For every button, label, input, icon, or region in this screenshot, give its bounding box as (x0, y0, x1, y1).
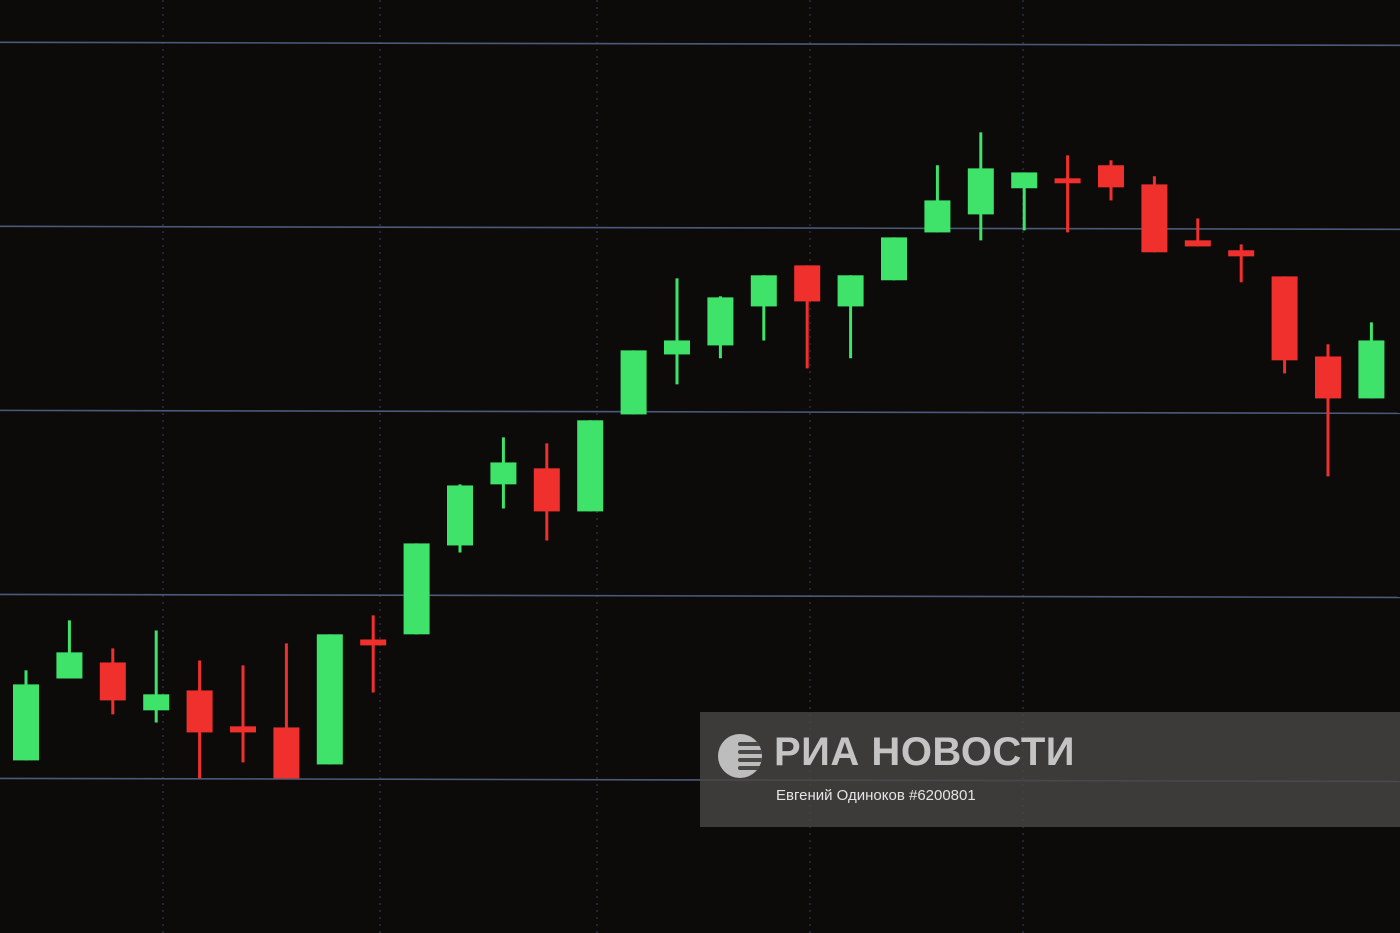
candle-body (273, 727, 300, 779)
candle-down (1228, 244, 1255, 283)
candle-body (664, 340, 690, 355)
candle-down (186, 660, 213, 779)
candle-up (447, 484, 473, 553)
candle-up (403, 543, 430, 635)
candle-body (1054, 178, 1081, 184)
candle-body (56, 652, 83, 679)
candle-body (707, 297, 734, 346)
candle-body (967, 168, 994, 215)
candle-down (1271, 276, 1298, 374)
candle-down (1315, 344, 1341, 477)
candle-body (99, 662, 126, 701)
watermark: РИА НОВОСТИ Евгений Одиноков #6200801 (700, 712, 1400, 827)
candle-down (1054, 155, 1081, 233)
candle-body (533, 468, 560, 512)
candle-body (1098, 165, 1124, 188)
candle-body (1315, 356, 1341, 399)
candle-up (881, 237, 907, 281)
candle-up (664, 278, 690, 385)
horizontal-gridline (0, 409, 1400, 415)
candle-down (360, 615, 387, 693)
candle-down (1184, 218, 1211, 247)
candle-down (1098, 160, 1124, 201)
candle-body (794, 265, 821, 302)
candle-body (1358, 340, 1385, 399)
candle-down (273, 643, 300, 779)
watermark-brand: РИА НОВОСТИ (774, 730, 1076, 774)
candle-body (881, 237, 907, 281)
candle-body (837, 275, 864, 307)
watermark-credit: Евгений Одиноков #6200801 (776, 787, 976, 804)
candle-up (577, 420, 604, 512)
candle-up (924, 165, 951, 233)
candle-body (186, 690, 213, 733)
candle-body (13, 684, 39, 761)
candle-up (707, 296, 734, 359)
horizontal-gridline (0, 41, 1400, 47)
candle-body (316, 634, 343, 765)
candle-up (56, 620, 83, 679)
candle-down (533, 443, 560, 541)
candle-up (1358, 322, 1385, 399)
candle-up (490, 437, 517, 509)
candle-body (490, 462, 517, 485)
candle-down (794, 265, 821, 369)
candle-up (750, 275, 777, 341)
candle-body (577, 420, 604, 512)
candle-up (1011, 172, 1038, 231)
candle-body (403, 543, 430, 635)
candle-body (360, 639, 387, 646)
candle-up (13, 670, 39, 761)
candle-body (750, 275, 777, 307)
candle-body (143, 694, 170, 711)
candle-down (230, 665, 256, 763)
candle-up (837, 275, 864, 359)
candle-up (620, 350, 647, 415)
horizontal-gridline (0, 593, 1400, 599)
candle-up (316, 634, 343, 765)
candle-body (924, 200, 951, 233)
candle-body (447, 485, 473, 546)
candle-body (1228, 250, 1255, 257)
horizontal-gridline (0, 225, 1400, 231)
candle-body (1141, 184, 1168, 253)
candle-up (143, 630, 170, 723)
candle-body (1271, 276, 1298, 361)
candle-body (1184, 240, 1211, 247)
candle-body (1011, 172, 1038, 189)
candle-down (99, 648, 126, 715)
candle-body (620, 350, 647, 415)
candle-body (230, 726, 256, 733)
candle-down (1141, 176, 1168, 253)
candle-up (967, 132, 994, 241)
ria-globe-logo-icon (718, 734, 762, 778)
